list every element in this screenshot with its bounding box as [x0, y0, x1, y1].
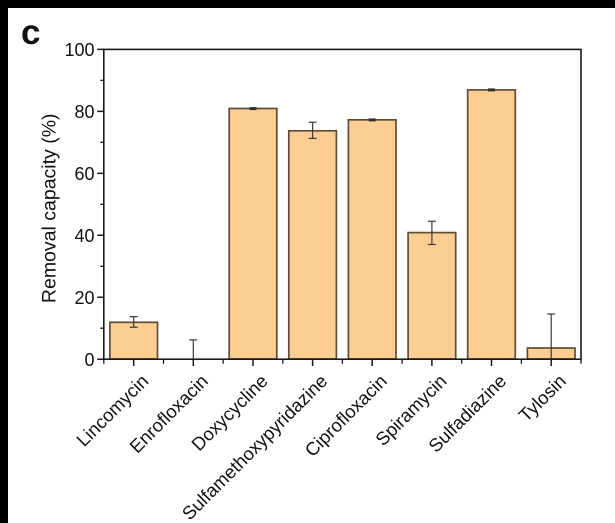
svg-text:20: 20 [74, 288, 94, 308]
svg-text:0: 0 [84, 350, 94, 370]
svg-text:100: 100 [64, 40, 94, 60]
svg-text:60: 60 [74, 164, 94, 184]
svg-text:c: c [21, 13, 40, 52]
svg-text:40: 40 [74, 226, 94, 246]
svg-text:80: 80 [74, 102, 94, 122]
svg-text:Tylosin: Tylosin [514, 370, 570, 426]
svg-text:Removal capacity (%): Removal capacity (%) [39, 113, 61, 303]
